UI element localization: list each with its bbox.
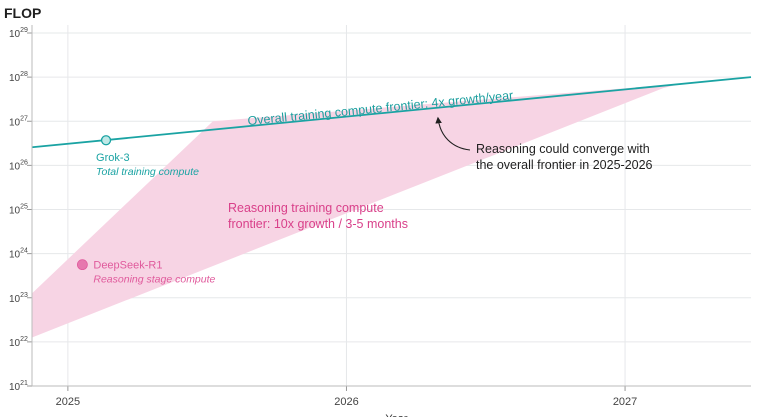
point-grok-3 [100,135,112,146]
y-tick-label: 1029 [9,27,28,40]
convergence-arrow [435,116,471,151]
point-label: Grok-3 [96,152,130,164]
x-tick-label: 2025 [56,396,80,408]
reasoning-band [32,83,681,338]
series-lines [31,76,752,149]
overall-frontier-line [31,76,752,149]
reasoning-frontier-label: Reasoning training compute [228,201,384,215]
point-sublabel: Total training compute [96,166,199,178]
convergence-note: Reasoning could converge with [476,142,650,156]
y-tick-label: 1026 [9,159,28,172]
y-tick-label: 1025 [9,204,28,217]
y-tick-label: 1028 [9,71,28,84]
point-label: DeepSeek-R1 [93,260,162,272]
y-tick-label: 1024 [9,248,28,261]
y-tick-label: 1022 [9,336,28,349]
x-axis-label: Year [385,413,408,417]
point-deepseek-r1 [76,259,88,271]
points [76,135,112,271]
y-axis-label: FLOP [4,5,42,21]
y-tick-label: 1021 [9,380,28,393]
x-tick-label: 2027 [613,396,637,408]
y-tick-label: 1027 [9,115,28,128]
x-tick-label: 2026 [334,396,358,408]
reasoning-frontier-band [32,83,681,338]
point-sublabel: Reasoning stage compute [93,274,215,286]
convergence-note: the overall frontier in 2025-2026 [476,158,653,172]
reasoning-frontier-label: frontier: 10x growth / 3-5 months [228,217,408,231]
y-tick-label: 1023 [9,292,28,305]
